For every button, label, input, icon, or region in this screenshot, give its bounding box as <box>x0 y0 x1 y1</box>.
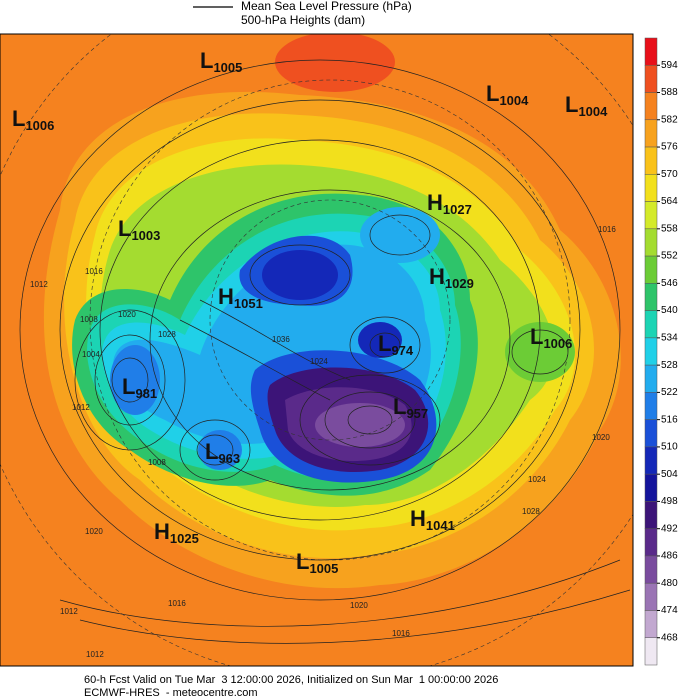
height-patch <box>262 250 338 300</box>
colorbar-swatch <box>644 255 658 284</box>
isobar-label: 1008 <box>80 315 98 324</box>
colorbar-swatch <box>644 65 658 93</box>
colorbar-label: 468 <box>661 632 678 643</box>
colorbar-label: 588 <box>661 87 678 98</box>
pressure-center: L957 <box>393 394 428 422</box>
footer-line1: 60-h Fcst Valid on Tue Mar 3 12:00:00 20… <box>84 674 498 686</box>
colorbar-label: 474 <box>661 605 678 616</box>
colorbar-swatch <box>644 582 658 611</box>
pressure-center: L974 <box>378 331 414 359</box>
colorbar-swatch <box>644 473 658 502</box>
colorbar-label: 510 <box>661 442 678 453</box>
colorbar-label: 480 <box>661 578 678 589</box>
map-frame <box>0 33 634 667</box>
height-patch <box>315 403 405 447</box>
colorbar-label: 540 <box>661 305 678 316</box>
isobar-label: 1024 <box>310 357 328 366</box>
colorbar-swatch <box>644 92 658 121</box>
colorbar-swatch <box>644 337 658 366</box>
isobar-label: 1036 <box>272 335 290 344</box>
isobar-label: 1012 <box>60 607 78 616</box>
colorbar-label: 564 <box>661 196 678 207</box>
pressure-center: L1006 <box>530 324 572 352</box>
colorbar: 594 588 582 576 570 564 558 552 546 540 534 528 522 5… <box>644 37 678 666</box>
pressure-center: H1051 <box>218 284 263 312</box>
isobar-label: 1028 <box>158 330 176 339</box>
colorbar-label: 570 <box>661 169 678 180</box>
colorbar-label: 504 <box>661 469 678 480</box>
colorbar-swatch <box>644 119 658 148</box>
colorbar-label: 582 <box>661 114 678 125</box>
isobar-label: 1012 <box>72 403 90 412</box>
colorbar-label: 522 <box>661 387 678 398</box>
isobars <box>19 59 631 644</box>
isobar-label: 1016 <box>392 629 410 638</box>
colorbar-swatch <box>644 283 658 311</box>
pressure-center: L981 <box>122 374 157 402</box>
colorbar-swatch <box>644 501 658 529</box>
colorbar-label: 546 <box>661 278 678 289</box>
pressure-center: L1005 <box>296 549 338 577</box>
colorbar-swatch <box>644 555 658 584</box>
footer-line2: ECMWF-HRES - meteocentre.com <box>84 687 258 699</box>
map: 1012 1016 1008 1004 1012 1020 1028 1036 … <box>0 33 634 667</box>
colorbar-swatch <box>644 201 658 230</box>
pressure-center: L1005 <box>200 48 242 76</box>
colorbar-swatch <box>644 637 658 666</box>
pressure-center: L963 <box>205 439 240 467</box>
colorbar-swatch <box>644 146 658 175</box>
graticule <box>0 34 633 666</box>
colorbar-swatch <box>644 392 658 420</box>
colorbar-label: 534 <box>661 333 678 344</box>
isobar-label: 1020 <box>85 527 103 536</box>
isobar-label: 1020 <box>592 433 610 442</box>
isobar-label: 1012 <box>86 650 104 659</box>
height-patch <box>275 34 395 92</box>
height-patch <box>505 322 575 382</box>
height-patch <box>360 207 440 263</box>
pressure-center: H1029 <box>429 264 474 292</box>
colorbar-label: 576 <box>661 142 678 153</box>
pressure-center: H1041 <box>410 506 455 534</box>
pressure-center: L1006 <box>12 106 54 134</box>
colorbar-swatch <box>644 228 658 257</box>
colorbar-label: 552 <box>661 251 678 262</box>
colorbar-label: 516 <box>661 414 678 425</box>
height-patch <box>198 430 242 470</box>
isobar-label: 1028 <box>522 507 540 516</box>
header-line2: 500-hPa Heights (dam) <box>241 13 365 27</box>
isobar-label: 1020 <box>350 601 368 610</box>
pressure-center: L1003 <box>118 216 160 244</box>
isobar-label: 1004 <box>82 350 100 359</box>
isobar-label: 1024 <box>528 475 546 484</box>
pressure-center: H1027 <box>427 190 472 218</box>
isobar-label: 1016 <box>598 225 616 234</box>
header-line1: Mean Sea Level Pressure (hPa) <box>241 0 412 13</box>
height-patch <box>358 322 402 358</box>
colorbar-label: 492 <box>661 523 678 534</box>
colorbar-swatch <box>644 310 658 339</box>
pressure-center: L1004 <box>486 81 529 109</box>
colorbar-swatch <box>644 528 658 557</box>
isobar-label: 1016 <box>168 599 186 608</box>
colorbar-label: 486 <box>661 551 678 562</box>
colorbar-swatch <box>644 446 658 475</box>
colorbar-swatch <box>644 419 658 448</box>
colorbar-label: 498 <box>661 496 678 507</box>
pressure-center: H1025 <box>154 519 199 547</box>
colorbar-swatch <box>644 174 658 202</box>
isobar-label: 1016 <box>85 267 103 276</box>
colorbar-swatch <box>644 610 658 638</box>
colorbar-swatch <box>644 37 658 66</box>
isobar-label: 1012 <box>30 280 48 289</box>
pressure-center: L1004 <box>565 92 608 120</box>
isobar-label: 1020 <box>118 310 136 319</box>
colorbar-label: 558 <box>661 223 678 234</box>
colorbar-label: 594 <box>661 60 678 71</box>
isobar-label: 1008 <box>148 458 166 467</box>
colorbar-label: 528 <box>661 360 678 371</box>
colorbar-swatch <box>644 364 658 393</box>
height-patch <box>110 345 160 415</box>
